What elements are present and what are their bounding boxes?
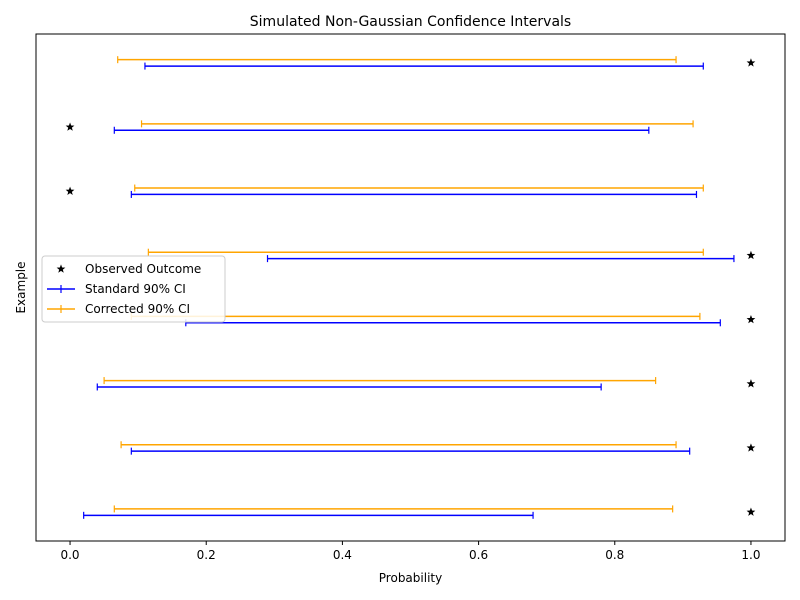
legend-entry-label: Observed Outcome bbox=[85, 262, 201, 276]
x-tick-label: 0.4 bbox=[333, 548, 352, 562]
plot-area bbox=[65, 56, 756, 519]
corrected-ci-interval bbox=[113, 505, 674, 513]
observed-outcome-marker bbox=[746, 314, 756, 324]
corrected-ci-interval bbox=[120, 441, 677, 449]
observed-outcome-marker bbox=[746, 379, 756, 388]
axes-frame bbox=[35, 33, 786, 542]
standard-ci-interval bbox=[130, 447, 691, 455]
x-tick-label: 0.0 bbox=[60, 548, 79, 562]
legend-entry-label: Corrected 90% CI bbox=[85, 302, 190, 316]
standard-ci-interval bbox=[96, 383, 602, 391]
observed-outcome-marker bbox=[746, 507, 756, 516]
corrected-ci-interval bbox=[117, 56, 677, 64]
observed-outcome-marker bbox=[746, 443, 756, 452]
corrected-ci-interval bbox=[147, 248, 704, 256]
x-axis-label: Probability bbox=[379, 571, 442, 585]
observed-outcome-marker bbox=[65, 122, 75, 131]
x-tick-label: 1.0 bbox=[741, 548, 760, 562]
observed-outcome-marker bbox=[65, 186, 75, 195]
corrected-ci-interval bbox=[140, 120, 694, 128]
legend-star-icon bbox=[56, 264, 66, 273]
legend-entry-label: Standard 90% CI bbox=[85, 282, 186, 296]
x-tick-label: 0.8 bbox=[605, 548, 624, 562]
observed-outcome-marker bbox=[746, 250, 756, 260]
observed-outcome-marker bbox=[746, 58, 756, 67]
standard-ci-interval bbox=[130, 190, 698, 198]
standard-ci-interval bbox=[144, 62, 704, 70]
standard-ci-interval bbox=[266, 255, 735, 263]
standard-ci-interval bbox=[113, 126, 650, 134]
chart-title: Simulated Non-Gaussian Confidence Interv… bbox=[250, 14, 571, 30]
y-axis-label: Example bbox=[14, 261, 28, 313]
corrected-ci-interval bbox=[134, 184, 704, 192]
legend: Observed Outcome Standard 90% CI Corrected… bbox=[41, 255, 226, 323]
x-tick-label: 0.6 bbox=[469, 548, 488, 562]
corrected-ci-interval bbox=[103, 377, 657, 385]
x-tick-label: 0.2 bbox=[197, 548, 216, 562]
x-axis-ticks: 0.0 0.2 0.4 0.6 0.8 1.0 bbox=[60, 541, 761, 562]
legend-box bbox=[41, 255, 226, 323]
standard-ci-interval bbox=[83, 511, 534, 519]
